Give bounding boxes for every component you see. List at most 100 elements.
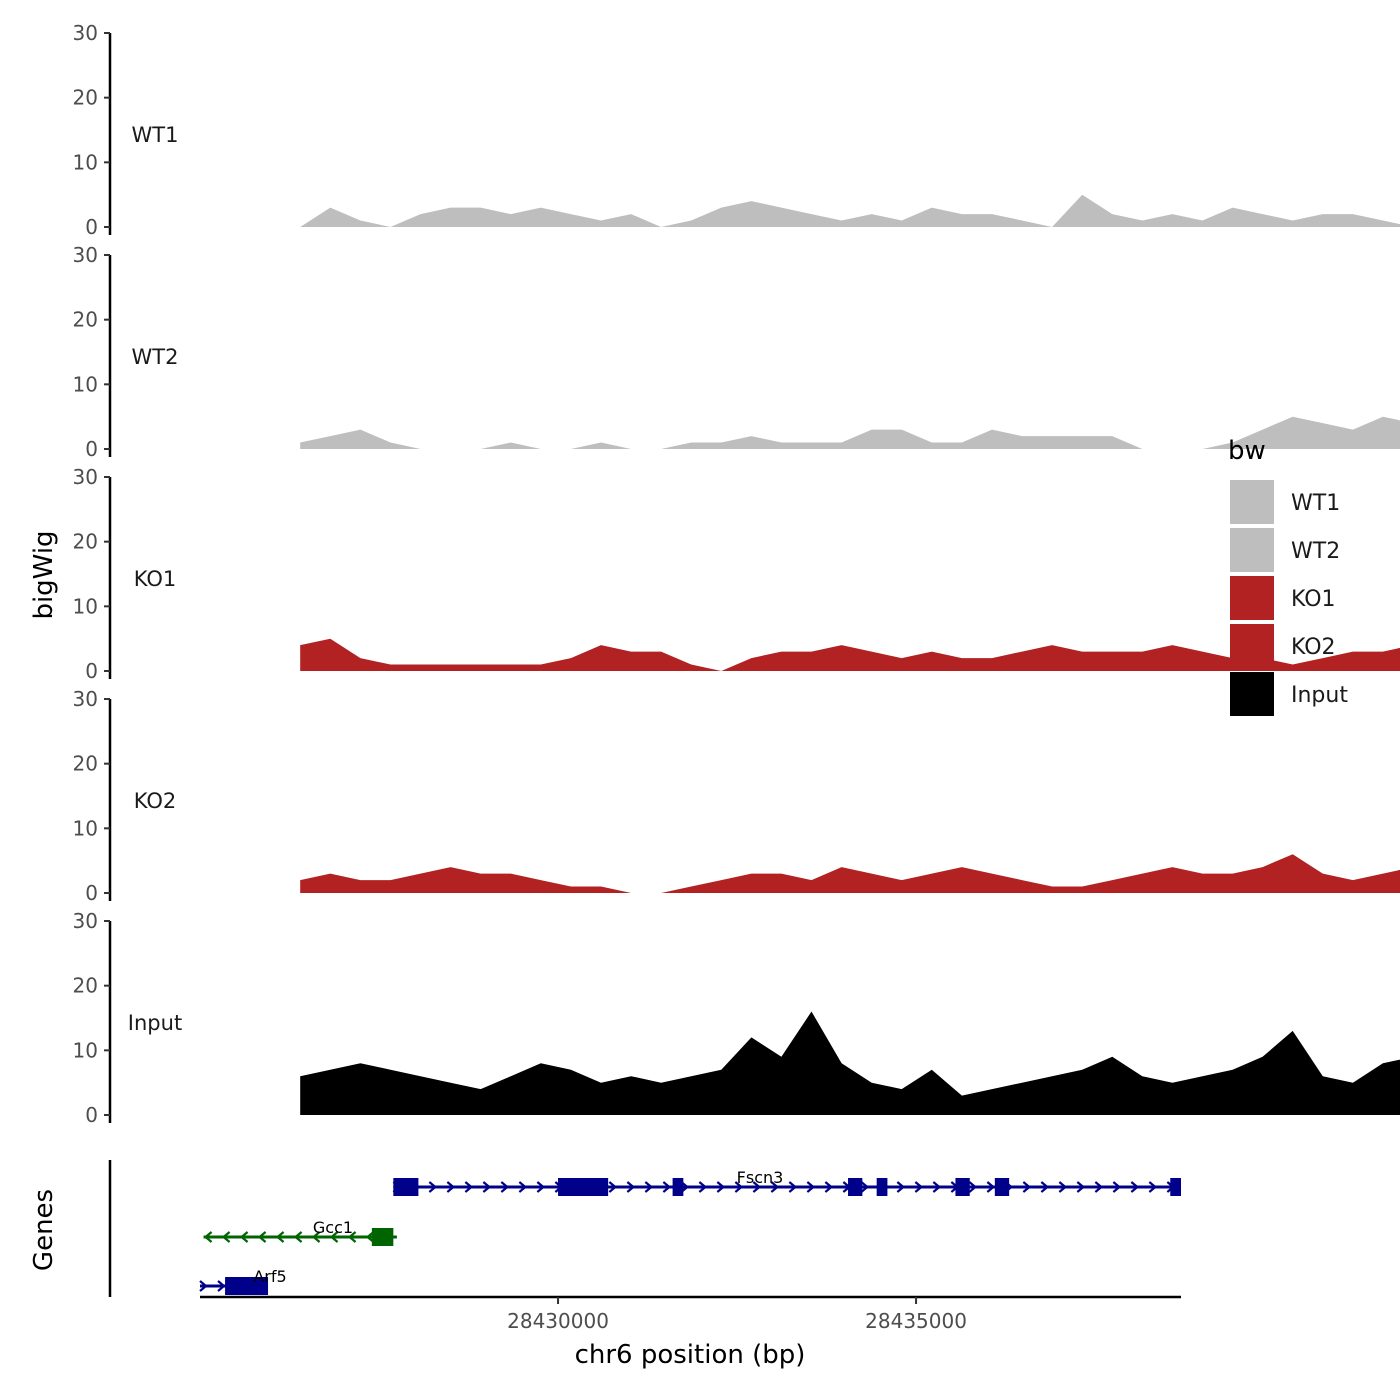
strand-arrow	[734, 1181, 744, 1193]
y-tick-label: 0	[85, 881, 98, 905]
gene-exon	[371, 1228, 394, 1246]
gene-exon	[393, 1178, 419, 1196]
gene-exon	[672, 1178, 684, 1196]
strand-arrow	[1058, 1181, 1068, 1193]
strand-arrow	[446, 1181, 456, 1193]
gene-exon	[558, 1178, 609, 1196]
coverage-area-ko2	[300, 854, 1400, 893]
x-axis: 28430000 28435000	[200, 1295, 1181, 1333]
y-tick-label: 10	[73, 1038, 98, 1062]
y-tick-label: 10	[73, 150, 98, 174]
y-tick-label: 0	[85, 215, 98, 239]
strand-arrow	[860, 1181, 870, 1193]
gene-gcc1: Gcc1	[203, 1218, 397, 1246]
gene-name-label: Gcc1	[313, 1218, 353, 1237]
strand-arrow	[716, 1181, 726, 1193]
strand-arrow	[1040, 1181, 1050, 1193]
strand-arrow	[518, 1181, 528, 1193]
strand-arrow	[896, 1181, 906, 1193]
track-wt1: 0 10 20 30 WT1	[73, 21, 1400, 239]
strand-arrow	[1022, 1181, 1032, 1193]
y-tick-label: 10	[73, 816, 98, 840]
y-tick-label: 20	[73, 530, 98, 554]
y-tick-label: 30	[73, 21, 98, 45]
y-tick-label: 0	[85, 437, 98, 461]
strand-arrow	[698, 1181, 708, 1193]
x-axis-title: chr6 position (bp)	[575, 1340, 806, 1370]
strand-arrow	[482, 1181, 492, 1193]
strand-arrow	[464, 1181, 474, 1193]
strand-arrow	[221, 1231, 231, 1243]
coverage-area-wt1	[300, 194, 1400, 227]
gene-exon	[955, 1178, 970, 1196]
y-tick-label: 20	[73, 752, 98, 776]
bigwig-tracks: 0 10 20 30 WT1 0 10 20 30 WT2 0 10 20 30 KO1 0 10 20 30 KO2…	[73, 21, 1400, 1127]
y-tick-label: 20	[73, 974, 98, 998]
strand-arrow	[536, 1181, 546, 1193]
strand-arrow	[644, 1181, 654, 1193]
gene-exon	[876, 1178, 888, 1196]
y-tick-label: 30	[73, 687, 98, 711]
strand-arrow	[311, 1231, 321, 1243]
coverage-area-input	[300, 1011, 1400, 1115]
strand-arrow	[347, 1231, 357, 1243]
strand-arrow	[293, 1231, 303, 1243]
gene-track: Fscn3 Gcc1 Arf5	[108, 1160, 1181, 1297]
y-tick-label: 30	[73, 243, 98, 267]
strand-arrow	[752, 1181, 762, 1193]
strand-arrow	[365, 1231, 375, 1243]
gene-arf5: Arf5	[199, 1267, 287, 1295]
strand-arrow	[662, 1181, 672, 1193]
strand-arrow	[500, 1181, 510, 1193]
strand-arrow	[257, 1231, 267, 1243]
y-tick-label: 20	[73, 86, 98, 110]
legend: bw WT1 WT2 KO1 KO2 Input	[1228, 436, 1348, 716]
strand-arrow	[1076, 1181, 1086, 1193]
strand-arrow	[914, 1181, 924, 1193]
gene-exon	[994, 1178, 1010, 1196]
strand-arrow	[1112, 1181, 1122, 1193]
track-wt2: 0 10 20 30 WT2	[73, 243, 1400, 461]
strand-arrow	[217, 1280, 226, 1292]
track-label: KO1	[134, 567, 177, 591]
track-label: WT2	[132, 345, 179, 369]
strand-arrow	[968, 1181, 978, 1193]
legend-label-ko1: KO1	[1291, 587, 1336, 612]
track-label: WT1	[132, 123, 179, 147]
strand-arrow	[199, 1280, 208, 1292]
strand-arrow	[239, 1231, 249, 1243]
legend-label-ko2: KO2	[1291, 635, 1336, 660]
legend-label-wt1: WT1	[1291, 491, 1340, 516]
y-tick-label: 10	[73, 372, 98, 396]
legend-key-ko2	[1230, 624, 1274, 668]
track-label: Input	[128, 1011, 182, 1035]
strand-arrow	[329, 1231, 339, 1243]
strand-arrow	[275, 1231, 285, 1243]
legend-key-wt2	[1230, 528, 1274, 572]
y-tick-label: 30	[73, 465, 98, 489]
legend-key-wt1	[1230, 480, 1274, 524]
legend-title: bw	[1228, 436, 1266, 466]
legend-key-ko1	[1230, 576, 1274, 620]
strand-arrow	[428, 1181, 438, 1193]
y-axis-title: bigWig	[29, 530, 59, 619]
strand-arrow	[608, 1181, 618, 1193]
y-tick-label: 30	[73, 909, 98, 933]
strand-arrow	[770, 1181, 780, 1193]
y-tick-label: 0	[85, 659, 98, 683]
strand-arrow	[1130, 1181, 1140, 1193]
gene-exon	[1170, 1178, 1181, 1196]
strand-arrow	[788, 1181, 798, 1193]
strand-arrow	[626, 1181, 636, 1193]
strand-arrow	[806, 1181, 816, 1193]
gene-name-label: Fscn3	[737, 1168, 784, 1187]
gene-fscn3: Fscn3	[392, 1168, 1181, 1196]
gene-exon	[848, 1178, 863, 1196]
gene-exon	[225, 1277, 269, 1295]
strand-arrow	[203, 1231, 213, 1243]
strand-arrow	[1148, 1181, 1158, 1193]
legend-label-wt2: WT2	[1291, 539, 1340, 564]
strand-arrow	[932, 1181, 942, 1193]
x-tick-label: 28435000	[865, 1309, 967, 1333]
